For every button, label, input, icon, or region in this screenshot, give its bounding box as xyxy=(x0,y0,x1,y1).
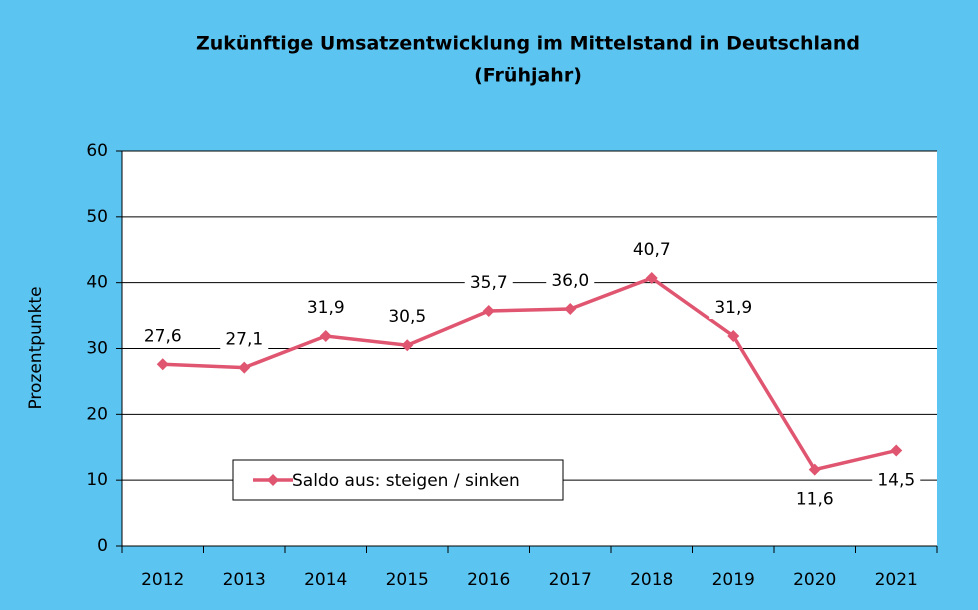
data-point xyxy=(890,444,903,457)
y-tick-label: 50 xyxy=(86,207,108,227)
y-axis-label: Prozentpunkte xyxy=(26,286,46,409)
data-point xyxy=(319,329,332,342)
y-tick-label: 0 xyxy=(97,536,108,556)
x-tick-label: 2012 xyxy=(141,570,184,590)
data-point xyxy=(401,339,414,352)
data-label: 40,7 xyxy=(633,240,671,260)
data-label-bg xyxy=(464,271,513,294)
data-label-bg xyxy=(546,270,595,292)
data-label-bg xyxy=(790,488,839,511)
x-tick-label: 2021 xyxy=(875,570,918,590)
data-point xyxy=(727,329,740,342)
data-point xyxy=(645,272,658,285)
x-tick-label: 2016 xyxy=(467,570,510,590)
x-tick-label: 2015 xyxy=(386,570,429,590)
x-tick-label: 2013 xyxy=(223,570,266,590)
data-point xyxy=(564,303,577,315)
data-label: 30,5 xyxy=(388,307,426,327)
data-point xyxy=(156,358,169,371)
data-label: 11,6 xyxy=(796,490,834,510)
data-point xyxy=(482,304,495,317)
data-label-bg xyxy=(220,328,269,351)
x-tick-label: 2020 xyxy=(793,570,836,590)
data-label-bg xyxy=(383,306,432,329)
y-tick-label: 40 xyxy=(86,273,108,293)
x-tick-label: 2019 xyxy=(712,570,755,590)
data-label-bg xyxy=(627,239,676,262)
data-label-bg xyxy=(301,296,350,319)
data-label: 27,1 xyxy=(225,330,263,350)
chart-title: Zukünftige Umsatzentwicklung im Mittelst… xyxy=(196,33,860,55)
y-tick-label: 20 xyxy=(86,404,108,424)
data-label: 31,9 xyxy=(307,298,345,318)
chart-title: (Frühjahr) xyxy=(474,65,582,87)
data-label: 36,0 xyxy=(551,271,589,291)
data-point xyxy=(238,361,251,374)
data-label-bg xyxy=(709,296,758,319)
data-label: 14,5 xyxy=(877,471,915,491)
y-tick-label: 30 xyxy=(86,339,108,359)
legend-marker xyxy=(267,474,279,486)
y-tick-label: 60 xyxy=(86,141,108,161)
data-label: 35,7 xyxy=(470,273,508,293)
x-tick-label: 2018 xyxy=(630,570,673,590)
data-line xyxy=(162,276,897,472)
y-tick-label: 10 xyxy=(86,470,108,490)
x-tick-label: 2017 xyxy=(549,570,592,590)
data-label-bg xyxy=(872,469,921,492)
data-label: 31,9 xyxy=(714,298,752,318)
x-tick-label: 2014 xyxy=(304,570,347,590)
data-point xyxy=(808,463,821,476)
data-label: 27,6 xyxy=(144,326,182,346)
legend-label: Saldo aus: steigen / sinken xyxy=(292,471,520,491)
data-label-bg xyxy=(138,325,187,348)
